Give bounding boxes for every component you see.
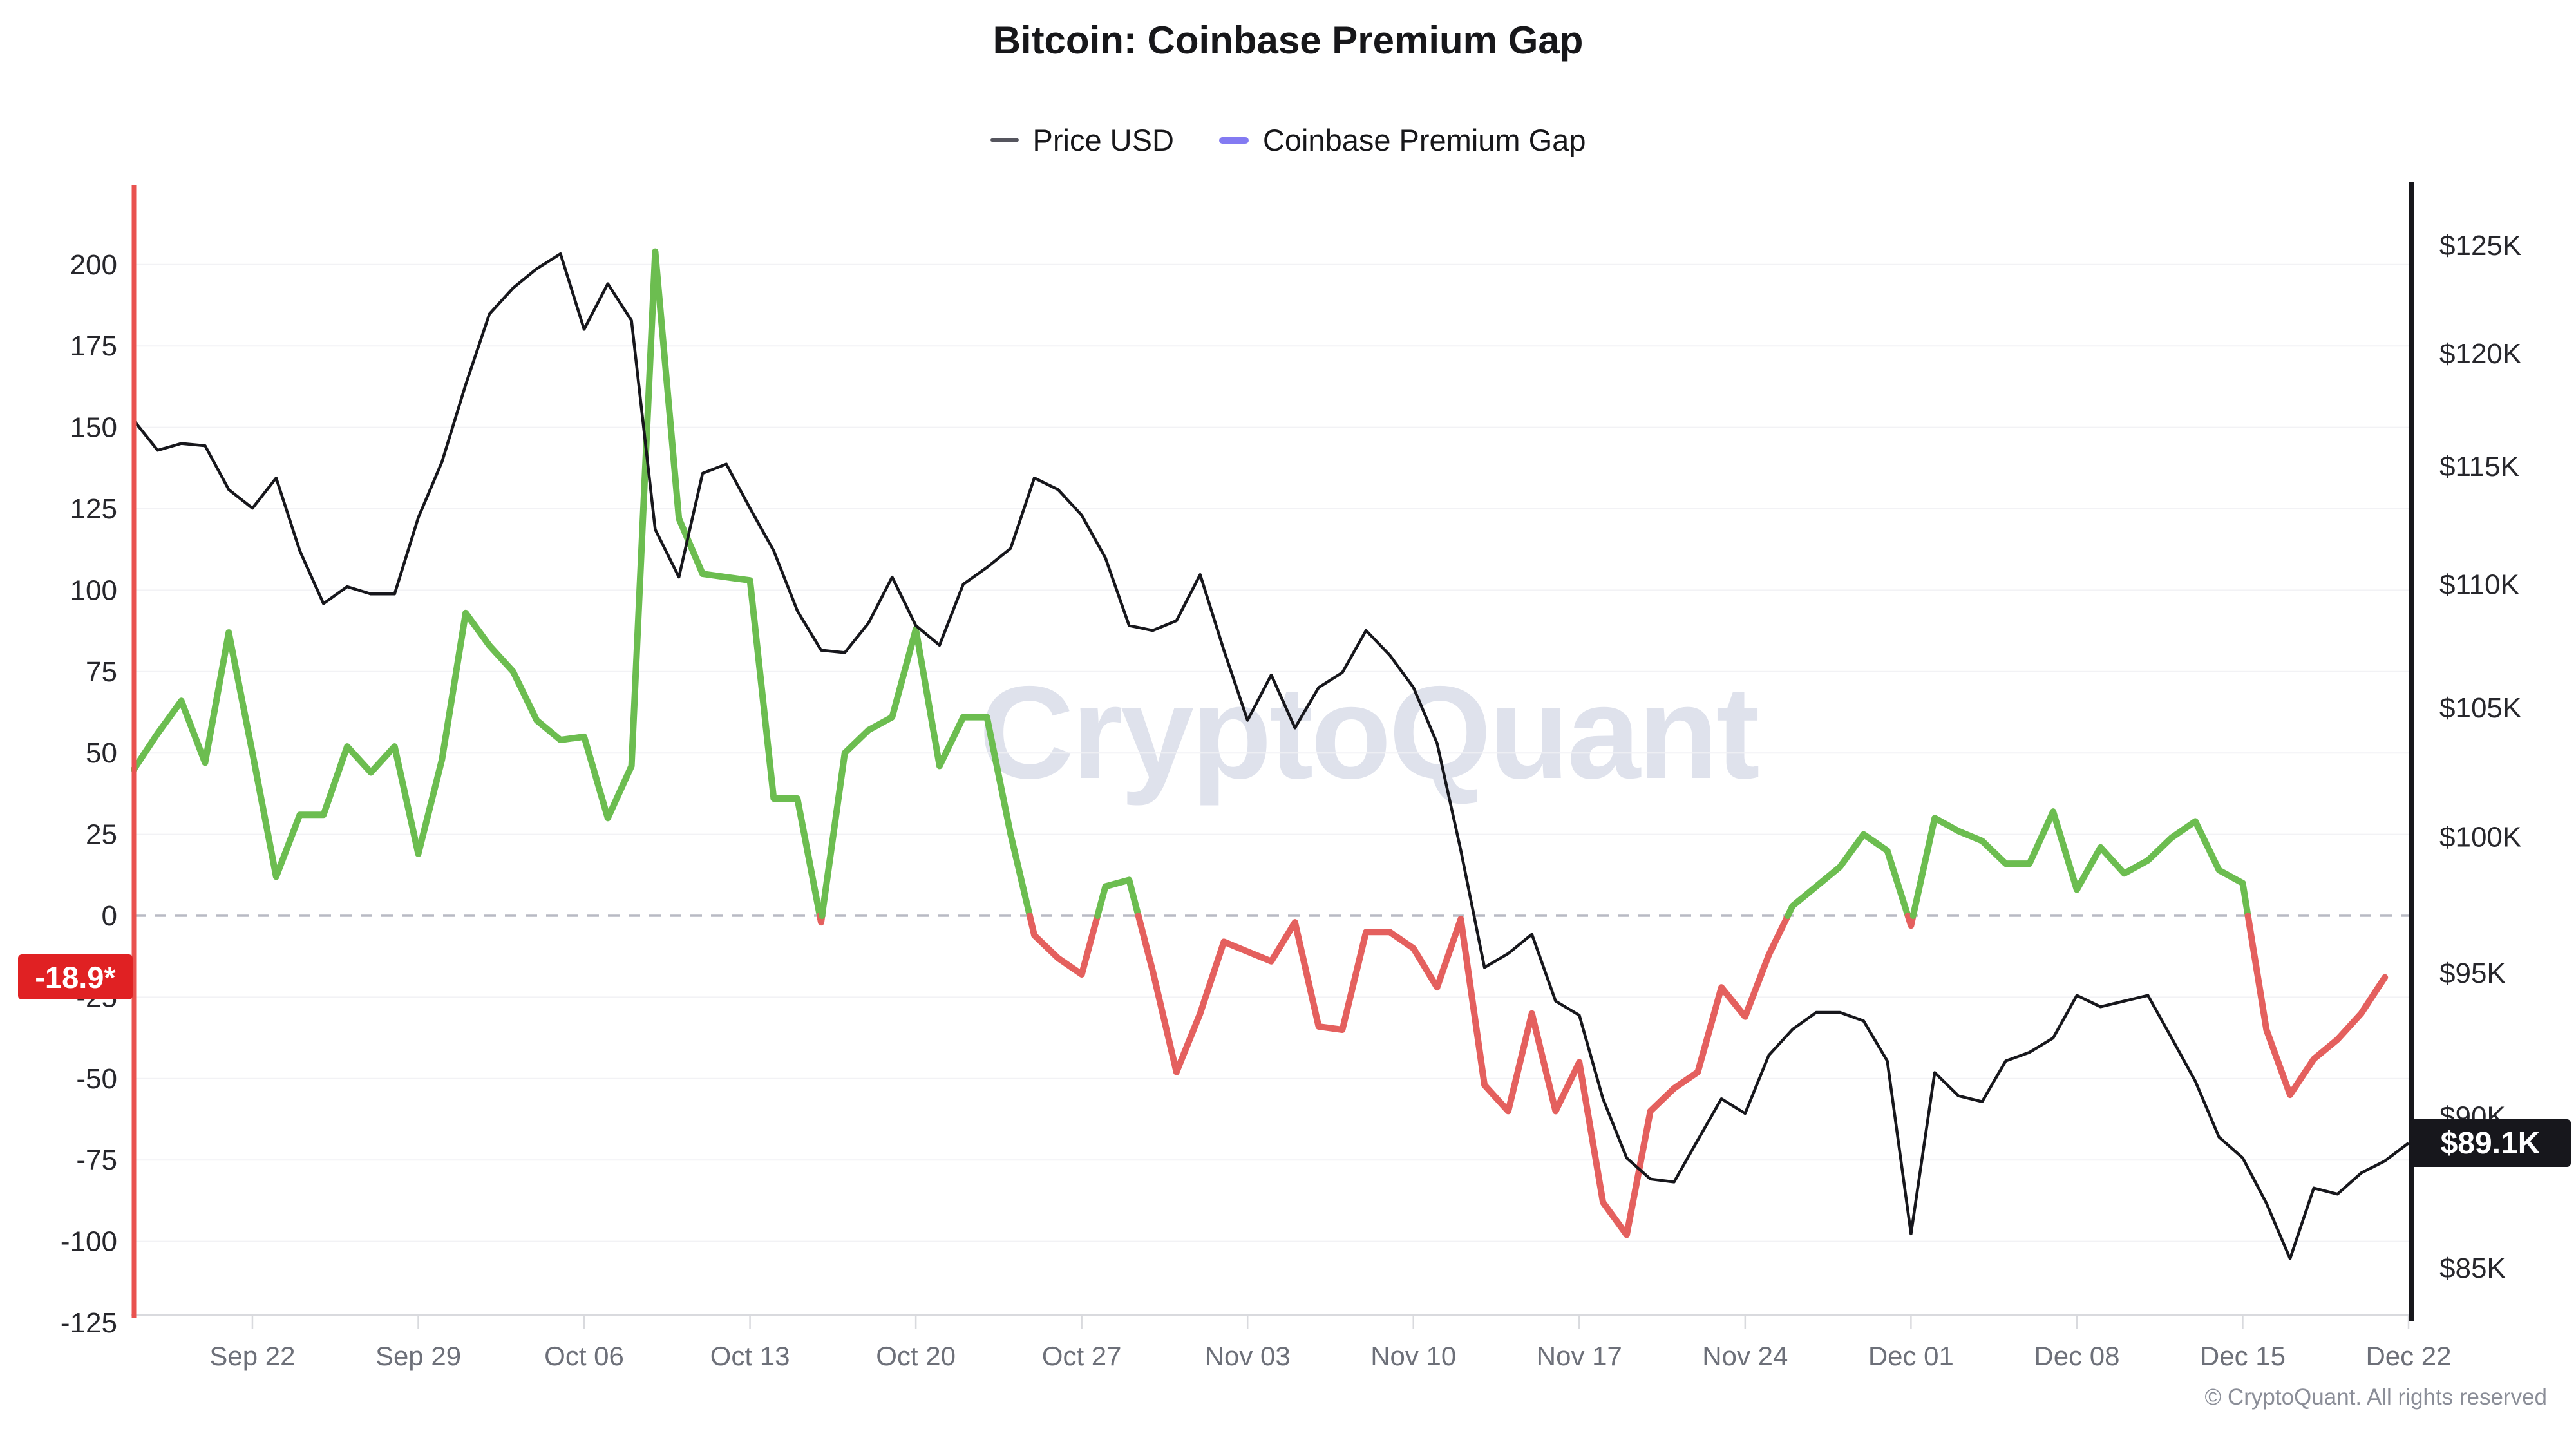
x-axis-tick-label: Nov 03 (1205, 1341, 1291, 1371)
x-axis-tick-label: Nov 24 (1702, 1341, 1788, 1371)
premium-gap-line-segment (1094, 876, 1142, 919)
y-axis-left-tick-label: 150 (70, 412, 117, 444)
x-axis-tick-label: Oct 06 (544, 1341, 624, 1371)
y-axis-right-tick-label: $120K (2439, 338, 2521, 370)
x-axis-tick-label: Oct 27 (1042, 1341, 1122, 1371)
x-axis-tick-label: Dec 22 (2365, 1341, 2451, 1371)
y-axis-right-tick-label: $85K (2439, 1253, 2506, 1284)
y-axis-right-tick-label: $105K (2439, 692, 2521, 724)
premium-gap-line-icon (1218, 137, 1249, 144)
x-axis-tick-label: Sep 22 (209, 1341, 295, 1371)
y-axis-right-tick-label: $100K (2439, 822, 2521, 853)
y-axis-left-tick-label: 25 (86, 819, 117, 851)
premium-gap-line-segment (1785, 831, 1911, 919)
premium-gap-line-segment (1904, 913, 1917, 929)
chart-legend: Price USD Coinbase Premium Gap (0, 122, 2576, 158)
y-axis-left-tick-label: 100 (70, 574, 117, 606)
x-axis-tick-label: Sep 29 (375, 1341, 461, 1371)
y-axis-right-tick-label: $115K (2439, 451, 2519, 482)
y-axis-left-tick-label: 175 (70, 330, 117, 362)
premium-gap-line-segment (1027, 913, 1101, 978)
legend-label-premium-gap: Coinbase Premium Gap (1262, 123, 1586, 157)
y-axis-left-tick-label: 125 (70, 493, 117, 525)
legend-item-price[interactable]: Price USD (990, 122, 1174, 158)
x-axis-tick-label: Nov 10 (1370, 1341, 1456, 1371)
premium-gap-line-segment (1135, 913, 1792, 1238)
y-axis-left-tick-label: 50 (86, 737, 117, 769)
y-axis-right-tick-label: $110K (2439, 569, 2519, 600)
y-axis-left-tick-label: -75 (76, 1144, 117, 1176)
premium-gap-line-segment (1909, 808, 2251, 919)
legend-item-premium-gap[interactable]: Coinbase Premium Gap (1218, 122, 1586, 158)
page-title: Bitcoin: Coinbase Premium Gap (992, 19, 1584, 62)
premium-gap-line-segment (131, 248, 823, 919)
premium-last-value-badge: -18.9* (18, 954, 133, 999)
price-last-value-badge: $89.1K (2410, 1119, 2571, 1167)
legend-label-price: Price USD (1032, 123, 1174, 157)
y-axis-left-tick-label: 0 (102, 900, 117, 932)
x-axis-tick-label: Dec 08 (2034, 1341, 2119, 1371)
left-axis-line (131, 185, 137, 1318)
y-axis-left-tick-label: -100 (61, 1226, 117, 1258)
right-axis-line (2409, 182, 2414, 1321)
x-axis-tick-label: Dec 01 (1868, 1341, 1954, 1371)
price-line-icon (990, 138, 1019, 142)
y-axis-left-tick-label: 75 (86, 656, 117, 688)
x-axis-tick-label: Oct 13 (710, 1341, 790, 1371)
y-axis-right-tick-label: $125K (2439, 230, 2521, 261)
y-axis-right-tick-label: $95K (2439, 958, 2506, 989)
copyright-notice: © CryptoQuant. All rights reserved (2204, 1385, 2547, 1410)
y-axis-left-tick-label: 200 (70, 249, 117, 281)
premium-gap-line-segment (2244, 913, 2389, 1099)
price-usd-line (133, 252, 2410, 1260)
premium-gap-line-segment (819, 626, 1033, 919)
y-axis-left-tick-label: -50 (76, 1063, 117, 1095)
x-axis-tick-label: Nov 17 (1537, 1341, 1622, 1371)
x-axis-tick-label: Dec 15 (2200, 1341, 2286, 1371)
x-axis-tick-label: Oct 20 (876, 1341, 956, 1371)
y-axis-left-tick-label: -125 (61, 1307, 117, 1339)
